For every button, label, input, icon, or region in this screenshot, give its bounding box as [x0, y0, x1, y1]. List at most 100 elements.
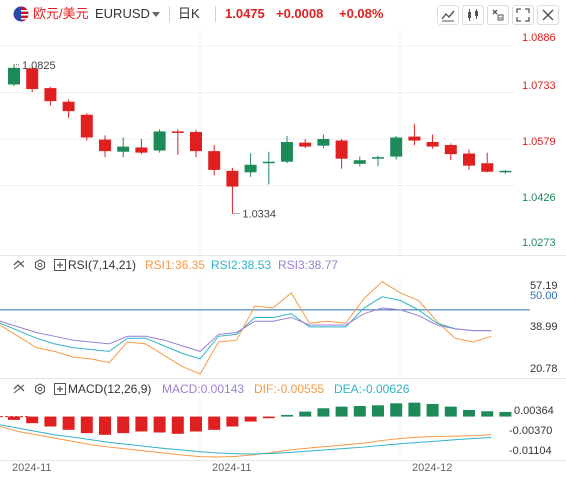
chart-header: 欧元/美元 EURUSD 日K 1.0475 +0.0008 +0.08% [0, 0, 566, 28]
macd-histogram-bar [62, 416, 75, 430]
candle-body [262, 161, 275, 164]
rsi-reference-label: 50.00 [530, 290, 558, 302]
rsi-chart[interactable] [0, 274, 566, 378]
candle-body [80, 114, 93, 138]
macd-histogram-bar [481, 411, 494, 417]
candle-body [408, 136, 421, 141]
rsi2-value: RSI2:38.53 [211, 258, 272, 272]
candle-body [226, 170, 239, 187]
candlestick-chart[interactable]: 1.0825 1.0334 [0, 28, 566, 256]
x-tick-label: 2024-12 [412, 462, 453, 474]
candle-body [99, 139, 111, 152]
y-tick-label: 1.0579 [522, 136, 556, 148]
rsi3-value: RSI3:38.77 [278, 258, 339, 272]
plus-box-icon[interactable] [54, 259, 66, 271]
rsi-series-line [0, 296, 492, 360]
indicator-button[interactable] [487, 5, 509, 25]
macd-histogram-bar [226, 416, 239, 427]
macd-series-line [0, 426, 492, 458]
candle-body [317, 139, 330, 146]
header-divider [215, 6, 216, 22]
x-tick-label: 2024-11 [212, 462, 252, 474]
macd-histogram-bar [171, 416, 184, 434]
x-tick-label: 2024-11 [12, 462, 52, 474]
dea-value: DEA:-0.00626 [334, 382, 410, 396]
macd-histogram-bar [135, 416, 148, 432]
macd-histogram-bar [281, 414, 293, 417]
period-selector[interactable]: 日K [178, 6, 200, 21]
candle-body [335, 140, 348, 159]
macd-y-tick: 0.00364 [514, 405, 554, 417]
rsi-y-tick: 20.78 [530, 363, 558, 375]
chevron-down-icon[interactable] [152, 12, 160, 18]
candle-body [117, 146, 130, 152]
candle-body [208, 151, 221, 170]
macd-histogram-bar [8, 416, 20, 420]
macd-histogram-bar [335, 406, 348, 417]
rsi1-value: RSI1:36.35 [145, 258, 206, 272]
macd-histogram-bar [244, 416, 257, 422]
candle-body [299, 142, 312, 147]
plus-box-icon[interactable] [54, 383, 66, 395]
macd-histogram-bar [44, 416, 57, 427]
macd-histogram-bar [408, 402, 421, 417]
candle-body [463, 153, 475, 166]
eu-us-flag-icon [13, 6, 29, 22]
close-button[interactable] [537, 5, 559, 25]
header-divider [169, 6, 170, 22]
macd-histogram-bar [372, 405, 384, 417]
pair-name[interactable]: 欧元/美元 [33, 6, 89, 21]
panel-divider [0, 255, 566, 256]
symbol-label[interactable]: EURUSD [95, 6, 150, 21]
eye-icon[interactable] [13, 383, 25, 395]
rsi-series-line [0, 281, 492, 375]
panel-divider [0, 378, 566, 379]
candle-body [444, 145, 457, 155]
eye-icon[interactable] [13, 259, 25, 271]
gear-icon[interactable] [34, 259, 46, 271]
indicator-icon [492, 9, 504, 21]
macd-histogram-bar [190, 416, 202, 432]
candle-body [190, 132, 202, 152]
dif-value: DIF:-0.00555 [254, 382, 325, 396]
candle-body [135, 147, 148, 153]
macd-histogram-bar [444, 406, 457, 417]
candle-body [426, 142, 439, 147]
y-tick-label: 1.0273 [522, 237, 556, 249]
line-chart-button[interactable] [437, 5, 459, 25]
candle-body [26, 68, 39, 90]
macd-chart[interactable] [0, 398, 566, 460]
candle-body [171, 131, 184, 133]
macd-histogram-bar [499, 411, 512, 417]
macd-histogram-bar [390, 403, 403, 417]
macd-value: MACD:0.00143 [162, 382, 245, 396]
candle-body [390, 137, 403, 157]
candle-body [499, 170, 512, 173]
rsi-y-tick: 57.19 [530, 280, 558, 292]
rsi-y-tick: 38.99 [530, 321, 558, 333]
candlestick-icon [468, 9, 478, 21]
high-price-label: 1.0825 [22, 60, 56, 72]
candle-body [372, 157, 384, 159]
macd-y-tick: -0.01104 [509, 445, 552, 457]
price-change: +0.0008 [276, 6, 324, 21]
line-chart-icon [441, 10, 455, 22]
macd-y-tick: -0.00370 [509, 425, 553, 437]
macd-histogram-bar [317, 408, 330, 417]
gear-icon[interactable] [34, 383, 46, 395]
macd-histogram-bar [80, 416, 93, 434]
macd-histogram-bar [99, 416, 111, 435]
macd-series-line [0, 424, 492, 455]
fullscreen-button[interactable] [512, 5, 534, 25]
macd-legend: MACD(12,26,9) MACD:0.00143 DIF:-0.00555 … [0, 380, 566, 398]
candle-body [281, 142, 293, 162]
macd-histogram-bar [299, 411, 312, 417]
macd-histogram-bar [26, 416, 39, 424]
candle-body [481, 163, 494, 172]
low-price-label: 1.0334 [242, 209, 276, 221]
candle-body [62, 101, 75, 112]
macd-histogram-bar [426, 403, 439, 417]
candle-body [44, 88, 57, 102]
y-tick-label: 1.0426 [522, 192, 556, 204]
candle-type-button[interactable] [462, 5, 484, 25]
